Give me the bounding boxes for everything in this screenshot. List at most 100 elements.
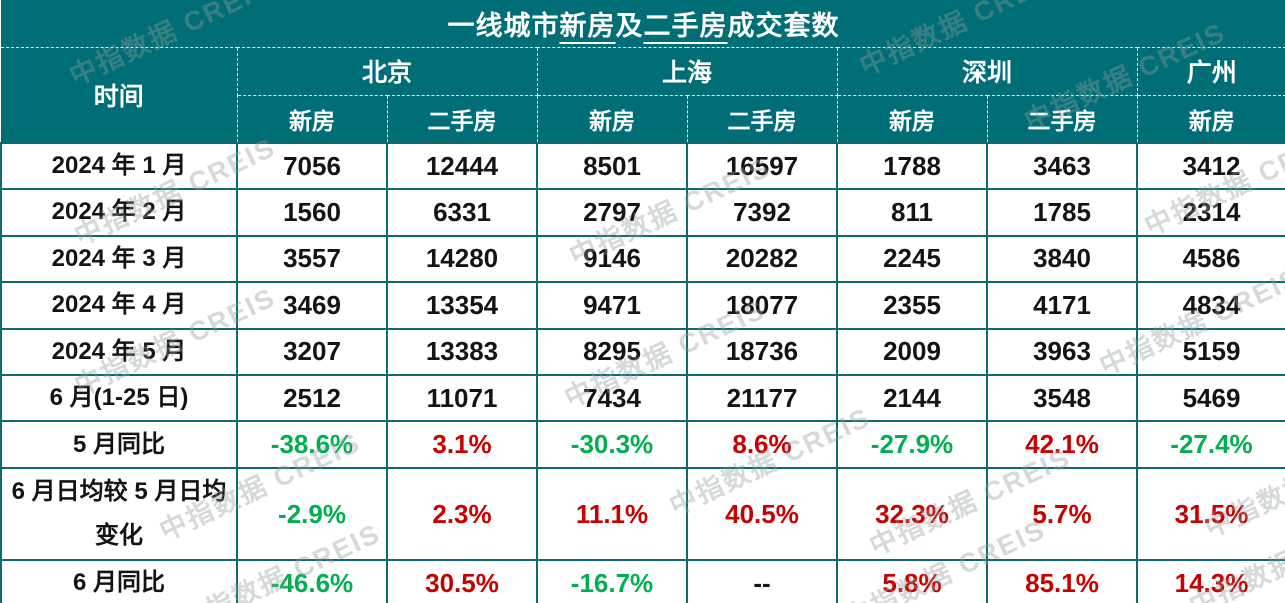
value-cell: 5.8% <box>836 559 988 603</box>
value-cell: 5159 <box>1136 327 1285 376</box>
value-cell: 3207 <box>236 327 388 376</box>
row-label: 2024 年 2 月 <box>0 188 238 237</box>
sub-header: 新房 <box>236 94 388 144</box>
table-row: 2024 年 2 月 1560 6331 2797 7392 811 1785 2314 <box>0 188 1285 237</box>
value-cell: 42.1% <box>986 420 1138 470</box>
table-row: 6 月(1-25 日) 2512 11071 7434 21177 2144 3548 546… <box>0 373 1285 423</box>
value-cell: -46.6% <box>236 559 388 603</box>
table-header: 一线城市新房及二手房成交套数 时间 北京 上海 深圳 广州 新房 二手房 新房 二手房 新房二… <box>1 0 1285 144</box>
value-cell: 3463 <box>986 141 1138 191</box>
sub-header-row: 新房 二手房 新房 二手房 新房 二手房 新房 <box>1 94 1285 144</box>
value-cell: -- <box>686 559 838 603</box>
value-cell: 31.5% <box>1136 467 1285 562</box>
value-cell: 9146 <box>536 234 688 284</box>
value-cell: 3412 <box>1136 141 1285 191</box>
value-cell: 3963 <box>986 327 1138 376</box>
value-cell: 3557 <box>236 234 388 284</box>
table-body: 2024 年 1 月 7056 12444 8501 16597 1788 3463 3412… <box>0 141 1285 603</box>
table-row: 2024 年 4 月 3469 13354 9471 18077 2355 4171 4834 <box>0 281 1285 330</box>
value-cell: 2797 <box>536 188 688 237</box>
value-cell: 7434 <box>536 373 688 423</box>
title-row: 一线城市新房及二手房成交套数 <box>1 0 1285 48</box>
value-cell: 5469 <box>1136 373 1285 423</box>
sub-header: 新房 <box>536 94 688 144</box>
title-segment: 及 <box>615 10 644 41</box>
value-cell: 1560 <box>236 188 388 237</box>
sub-header: 二手房 <box>386 94 538 144</box>
table-row: 2024 年 3 月 3557 14280 9146 20282 2245 3840 4586 <box>0 234 1285 284</box>
value-cell: 3.1% <box>386 420 538 470</box>
value-cell: 6331 <box>386 188 538 237</box>
value-cell: -38.6% <box>236 420 388 470</box>
city-header: 北京 <box>236 47 538 96</box>
value-cell: 3469 <box>236 281 388 330</box>
city-header: 广州 <box>1136 47 1285 96</box>
value-cell: 13383 <box>386 327 538 376</box>
value-cell: 1785 <box>986 188 1138 237</box>
value-cell: 30.5% <box>386 559 538 603</box>
value-cell: 5.7% <box>986 467 1138 562</box>
title-segment-underlined: 二手房 <box>643 10 728 41</box>
row-label: 2024 年 4 月 <box>0 281 238 330</box>
value-cell: -16.7% <box>536 559 688 603</box>
table-row: 6 月日均较 5 月日均 变化 -2.9% 2.3% 11.1% 40.5% 32.3% 5… <box>0 467 1285 562</box>
value-cell: -27.4% <box>1136 420 1285 470</box>
city-header: 上海 <box>536 47 838 96</box>
value-cell: 7392 <box>686 188 838 237</box>
table-row: 2024 年 5 月 3207 13383 8295 18736 2009 3963 5159 <box>0 327 1285 376</box>
row-label: 2024 年 1 月 <box>0 141 238 191</box>
city-header: 深圳 <box>836 47 1138 96</box>
sub-header: 二手房 <box>986 94 1138 144</box>
table-row: 2024 年 1 月 7056 12444 8501 16597 1788 3463 3412 <box>0 141 1285 191</box>
value-cell: 13354 <box>386 281 538 330</box>
sub-header: 二手房 <box>686 94 838 144</box>
row-label: 5 月同比 <box>0 420 238 470</box>
value-cell: 4834 <box>1136 281 1285 330</box>
value-cell: 40.5% <box>686 467 838 562</box>
title-segment-underlined: 新房 <box>559 10 616 41</box>
value-cell: 14280 <box>386 234 538 284</box>
value-cell: -27.9% <box>836 420 988 470</box>
value-cell: 8295 <box>536 327 688 376</box>
value-cell: 11.1% <box>536 467 688 562</box>
city-header-row: 时间 北京 上海 深圳 广州 <box>1 47 1285 143</box>
value-cell: 16597 <box>686 141 838 191</box>
value-cell: 4586 <box>1136 234 1285 284</box>
value-cell: 2314 <box>1136 188 1285 237</box>
value-cell: -30.3% <box>536 420 688 470</box>
value-cell: 18736 <box>686 327 838 376</box>
value-cell: 21177 <box>686 373 838 423</box>
value-cell: -2.9% <box>236 467 388 562</box>
value-cell: 4171 <box>986 281 1138 330</box>
value-cell: 2245 <box>836 234 988 284</box>
row-label: 2024 年 5 月 <box>0 327 238 376</box>
value-cell: 8.6% <box>686 420 838 470</box>
value-cell: 811 <box>836 188 988 237</box>
value-cell: 14.3% <box>1136 559 1285 603</box>
table-row: 6 月同比 -46.6% 30.5% -16.7% -- 5.8% 85.1% 14.3% <box>0 559 1285 603</box>
row-label: 6 月同比 <box>0 559 238 603</box>
value-cell: 32.3% <box>836 467 988 562</box>
sub-header: 新房 <box>1136 94 1285 144</box>
table-row: 5 月同比 -38.6% 3.1% -30.3% 8.6% -27.9% 42.1% -27.… <box>0 420 1285 470</box>
value-cell: 12444 <box>386 141 538 191</box>
value-cell: 2144 <box>836 373 988 423</box>
sub-header: 新房 <box>836 94 988 144</box>
time-header: 时间 <box>1 47 238 143</box>
value-cell: 7056 <box>236 141 388 191</box>
value-cell: 9471 <box>536 281 688 330</box>
row-label: 6 月(1-25 日) <box>0 373 238 423</box>
row-label: 6 月日均较 5 月日均 变化 <box>0 467 238 562</box>
page-title: 一线城市新房及二手房成交套数 <box>1 0 1285 48</box>
value-cell: 2512 <box>236 373 388 423</box>
title-segment: 成交套数 <box>727 10 840 41</box>
value-cell: 3548 <box>986 373 1138 423</box>
value-cell: 85.1% <box>986 559 1138 603</box>
value-cell: 11071 <box>386 373 538 423</box>
value-cell: 18077 <box>686 281 838 330</box>
row-label: 2024 年 3 月 <box>0 234 238 284</box>
value-cell: 8501 <box>536 141 688 191</box>
value-cell: 2009 <box>836 327 988 376</box>
